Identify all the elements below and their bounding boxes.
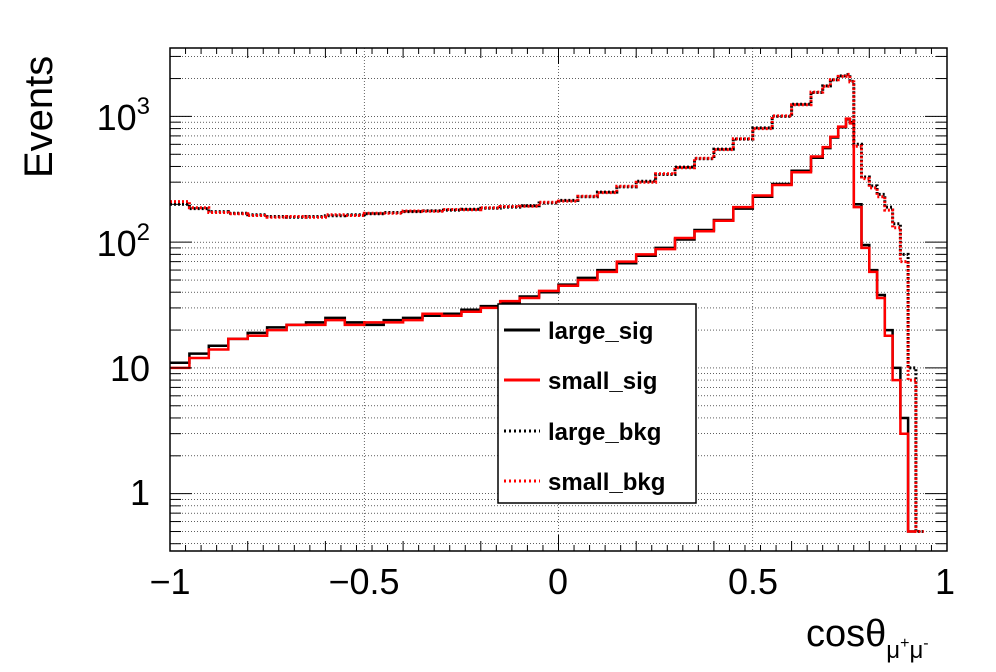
y-axis-title: Events	[17, 56, 61, 178]
legend: large_sig small_sig large_bkg small_bkg	[497, 303, 697, 504]
x-axis-title: cosθμ+μ-	[806, 613, 929, 664]
y-tick-label: 102	[97, 219, 150, 264]
x-tick-label: −0.5	[328, 561, 399, 602]
y-tick-label: 10	[110, 348, 150, 389]
series-layer	[170, 72, 924, 533]
grid-layer	[170, 48, 947, 551]
y-tick-label: 103	[97, 93, 150, 138]
series-line-small-bkg	[170, 72, 924, 533]
legend-label-large-sig: large_sig	[548, 318, 653, 345]
x-tick-label: −1	[149, 561, 190, 602]
legend-label-small-sig: small_sig	[548, 368, 657, 395]
legend-label-small-bkg: small_bkg	[548, 469, 665, 496]
x-tick-label: 0.5	[728, 561, 778, 602]
legend-box	[497, 303, 697, 504]
y-tick-label: 1	[130, 472, 150, 513]
legend-label-large-bkg: large_bkg	[548, 419, 661, 446]
series-line-small-sig	[170, 117, 916, 533]
x-tick-label: 1	[935, 561, 955, 602]
x-tick-label: 0	[548, 561, 568, 602]
tick-layer	[169, 48, 948, 551]
